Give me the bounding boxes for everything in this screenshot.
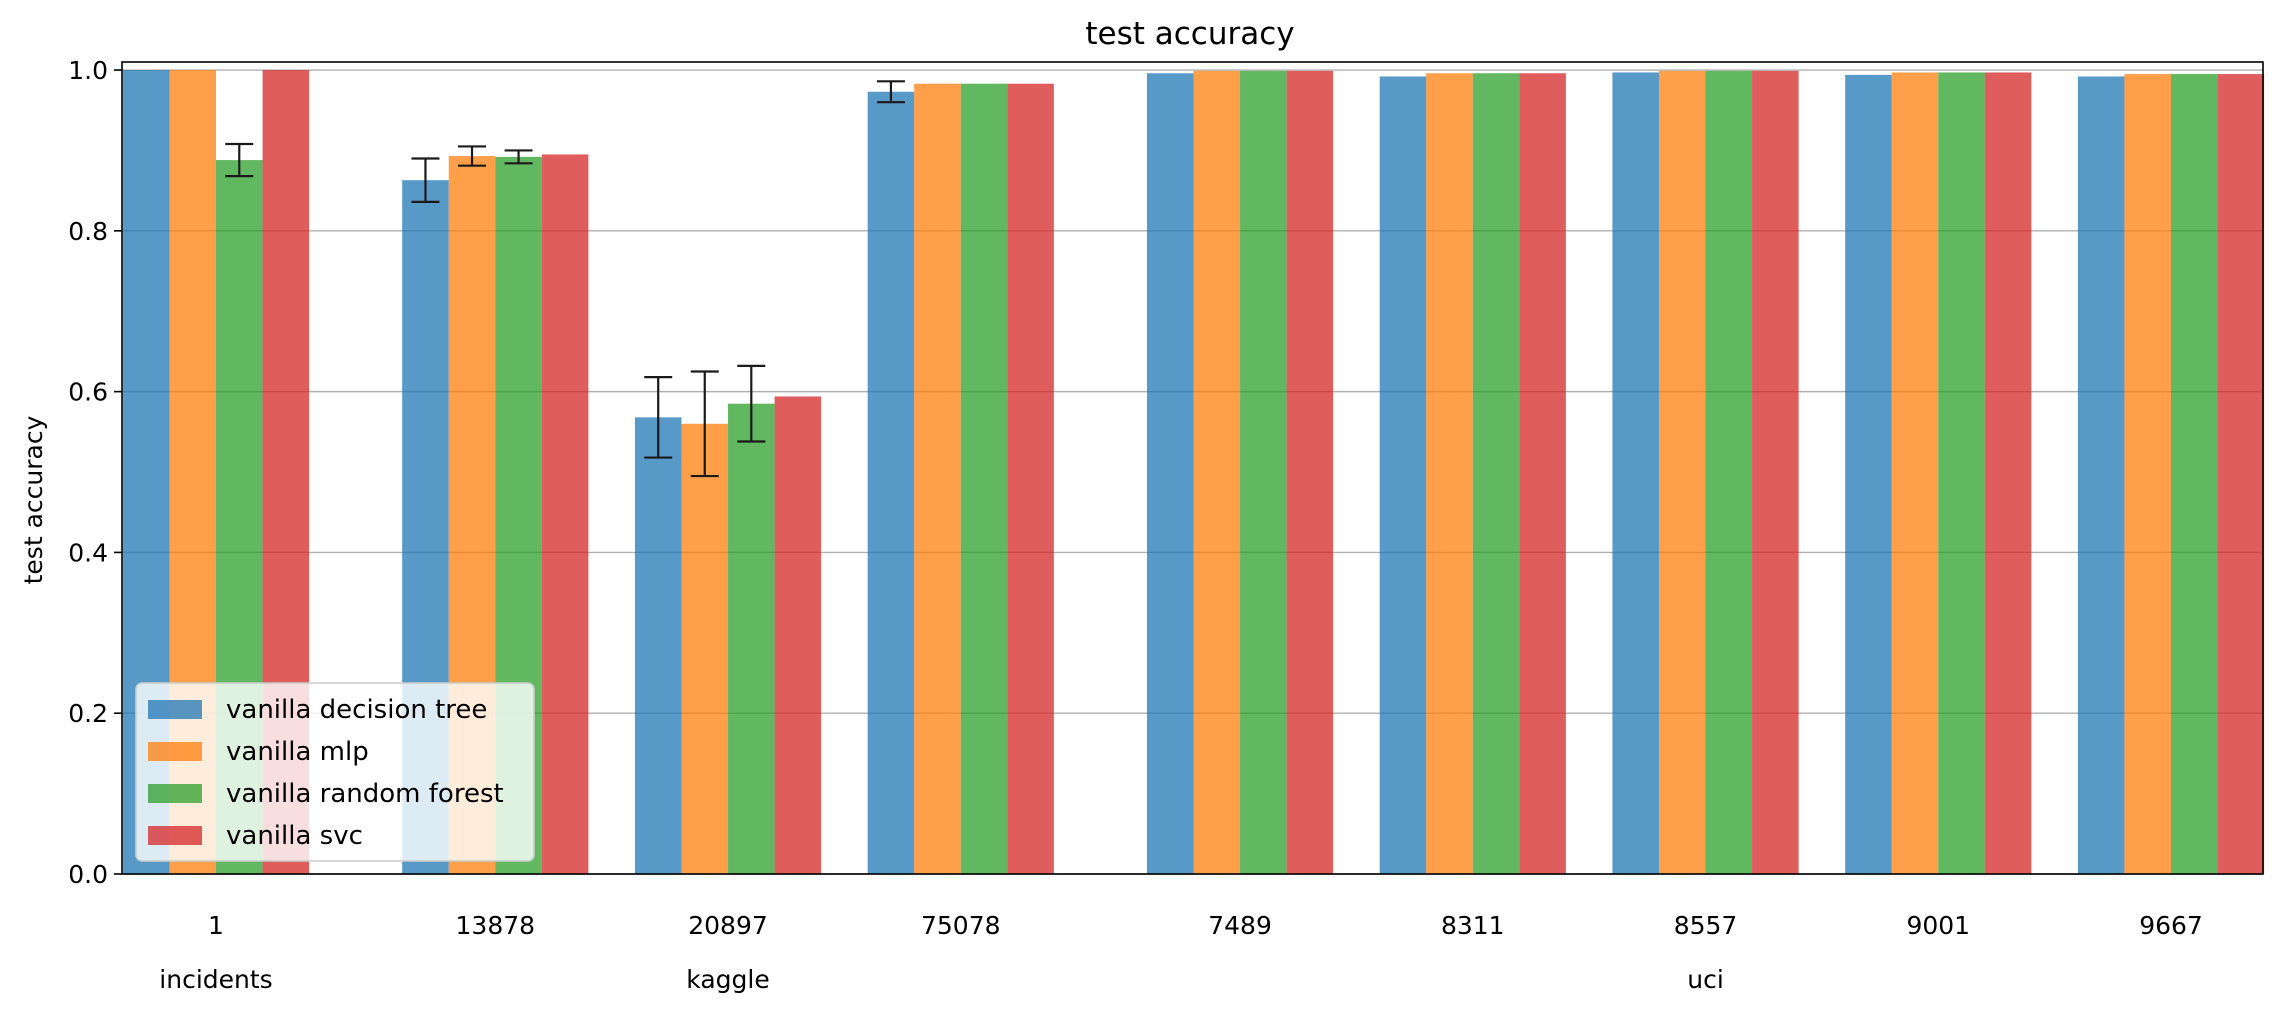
bar xyxy=(1286,70,1334,874)
x-tick-label: 8557 xyxy=(1674,911,1738,940)
bar xyxy=(914,83,961,875)
bar xyxy=(1705,70,1753,874)
bar xyxy=(728,403,775,874)
x-tick-label: 7489 xyxy=(1208,911,1272,940)
bar xyxy=(1519,73,1566,875)
bar xyxy=(2217,74,2265,875)
bar xyxy=(1472,73,1520,875)
error-bars xyxy=(225,80,905,478)
legend-swatch xyxy=(148,784,202,803)
bar xyxy=(1845,74,1892,875)
x-axis-ticks: 1 13878 20897 75078 7489 8311 8557 9001 9667 xyxy=(208,911,2203,940)
bar xyxy=(1240,70,1287,874)
legend-swatch xyxy=(148,742,202,761)
legend-label: vanilla random forest xyxy=(226,779,504,809)
legend-swatch xyxy=(148,700,202,719)
y-tick-label: 0.8 xyxy=(68,217,108,246)
bar xyxy=(1379,76,1427,874)
x-tick-label: 8311 xyxy=(1441,911,1505,940)
x-tick-label: 9667 xyxy=(2139,911,2203,940)
bar xyxy=(1891,72,1939,875)
bar xyxy=(2077,76,2125,874)
chart-title: test accuracy xyxy=(1085,16,1294,52)
bar xyxy=(1146,73,1194,875)
plot-frame xyxy=(121,61,2264,875)
bar xyxy=(2171,74,2218,875)
y-tick-label: 0.2 xyxy=(68,699,108,728)
y-tick-label: 0.6 xyxy=(68,378,108,407)
bar xyxy=(1984,72,2032,875)
bar xyxy=(1426,73,1473,875)
bar xyxy=(541,154,589,874)
x-tick-label: 9001 xyxy=(1906,911,1970,940)
legend-label: vanilla mlp xyxy=(226,737,369,767)
bar xyxy=(1938,72,1985,875)
y-tick-label: 0.0 xyxy=(68,860,108,889)
bar xyxy=(2124,74,2171,875)
legend-swatch xyxy=(148,826,202,845)
bar xyxy=(681,423,729,874)
legend-label: vanilla svc xyxy=(226,821,363,851)
x-tick-label: 75078 xyxy=(921,911,1001,940)
y-tick-label: 1.0 xyxy=(68,56,108,85)
bar xyxy=(1193,70,1241,874)
group-label: uci xyxy=(1687,965,1724,994)
legend-label: vanilla decision tree xyxy=(226,695,487,725)
legend: vanilla decision tree vanilla mlp vanilla … xyxy=(135,682,535,862)
bar xyxy=(1612,72,1659,875)
x-tick-label: 13878 xyxy=(456,911,536,940)
x-tick-label: 20897 xyxy=(688,911,768,940)
group-label: incidents xyxy=(159,965,272,994)
legend-box xyxy=(135,682,535,862)
bar xyxy=(867,91,915,875)
bar xyxy=(1007,83,1054,875)
y-axis-label: test accuracy xyxy=(19,415,48,584)
bar xyxy=(774,396,822,874)
group-label: kaggle xyxy=(686,965,769,994)
y-axis-ticks: 0.0 0.2 0.4 0.6 0.8 1.0 xyxy=(68,56,122,889)
bar xyxy=(960,83,1008,875)
x-tick-label: 1 xyxy=(208,911,224,940)
bar xyxy=(1752,70,1799,874)
bar xyxy=(634,417,682,874)
group-labels: incidents kaggle uci xyxy=(159,965,1724,994)
bar xyxy=(1658,70,1706,874)
y-tick-label: 0.4 xyxy=(68,538,108,567)
